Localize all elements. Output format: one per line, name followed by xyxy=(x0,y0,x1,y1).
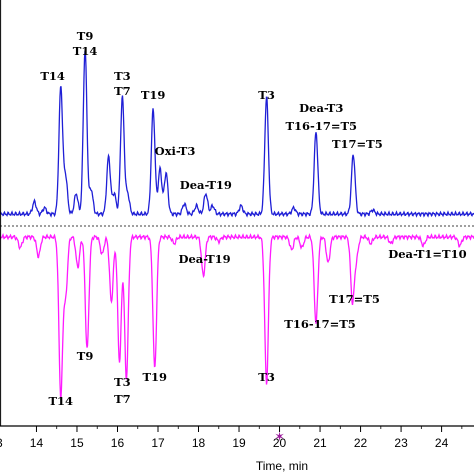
x-tick-label: 18 xyxy=(192,436,206,450)
peak-label-upper: T19 xyxy=(141,88,166,102)
upper-trace xyxy=(0,50,474,218)
peak-label-lower: T14 xyxy=(48,394,73,408)
x-tick-label: 19 xyxy=(232,436,246,450)
peak-label-lower: T7 xyxy=(114,392,131,406)
x-tick-label: 17 xyxy=(151,436,165,450)
x-tick-label: 21 xyxy=(313,436,327,450)
x-tick-label-partial: 13 xyxy=(0,436,3,450)
peak-label-upper: T14 xyxy=(73,44,98,58)
peak-label-upper: T17=T5 xyxy=(332,137,383,151)
peak-label-upper: Oxi-T3 xyxy=(155,144,196,158)
x-tick-label: 23 xyxy=(394,436,408,450)
x-axis-title: Time, min xyxy=(256,459,308,473)
lower-trace xyxy=(0,233,474,399)
peak-label-upper: Dea-T3 xyxy=(299,101,343,115)
peak-label-upper: T14 xyxy=(40,69,65,83)
peak-label-lower: T19 xyxy=(142,370,167,384)
x-tick-label: 20 xyxy=(273,436,287,450)
x-tick-label: 24 xyxy=(435,436,449,450)
x-tick-label: 16 xyxy=(111,436,125,450)
x-tick-label: 14 xyxy=(30,436,44,450)
x-tick-label: 22 xyxy=(354,436,368,450)
star-icon: ✶ xyxy=(274,430,285,445)
peak-label-lower: T3 xyxy=(258,370,275,384)
peak-label-upper: T3 xyxy=(114,69,131,83)
x-tick-label: 15 xyxy=(70,436,84,450)
peak-label-upper: Dea-T19 xyxy=(180,178,232,192)
peak-label-lower: Dea-T1=T10 xyxy=(388,247,466,261)
peak-label-lower: Dea-T19 xyxy=(179,252,231,266)
peak-label-upper: T7 xyxy=(114,84,131,98)
peak-label-lower: T3 xyxy=(114,375,131,389)
peak-label-lower: T9 xyxy=(77,349,94,363)
peak-label-upper: T9 xyxy=(77,29,94,43)
peak-label-upper: T3 xyxy=(258,88,275,102)
chromatogram-lines xyxy=(0,50,474,399)
x-axis xyxy=(0,0,474,427)
peak-label-lower: T16-17=T5 xyxy=(284,317,356,331)
peak-label-upper: T16-17=T5 xyxy=(285,119,357,133)
x-ticks: 14 15 16 17 18 19 20 21 22 23 24 13 ✶ xyxy=(0,426,463,450)
peak-label-lower: T17=T5 xyxy=(329,292,380,306)
